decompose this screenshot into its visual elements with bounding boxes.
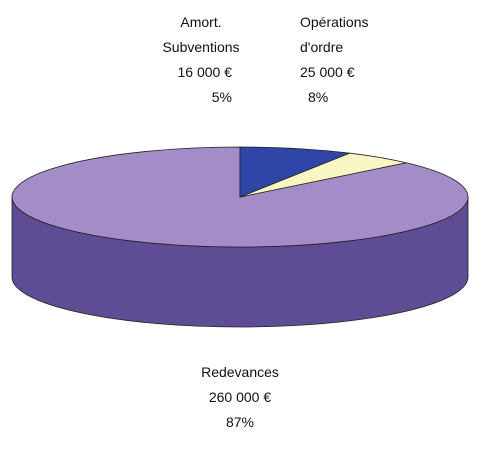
- slice: [11, 146, 469, 248]
- slice: [239, 146, 350, 198]
- percent-label: 8%: [308, 89, 329, 105]
- amount-label: 16 000 €: [177, 64, 233, 80]
- label-amort: Amort. Subventions 16 000 € 5%: [110, 10, 240, 110]
- label-operations: Opérations d'ordre 25 000 € 8%: [300, 10, 390, 110]
- amount-label: 260 000 €: [208, 389, 272, 405]
- amount-label: 25 000 €: [300, 64, 355, 80]
- category-label: Redevances: [201, 364, 279, 380]
- category-label: Opérations d'ordre: [300, 14, 369, 55]
- slice: [239, 152, 407, 198]
- label-redevances: Redevances 260 000 € 87%: [190, 360, 290, 435]
- category-label: Amort. Subventions: [162, 14, 240, 55]
- percent-label: 5%: [211, 89, 232, 105]
- percent-label: 87%: [225, 414, 255, 430]
